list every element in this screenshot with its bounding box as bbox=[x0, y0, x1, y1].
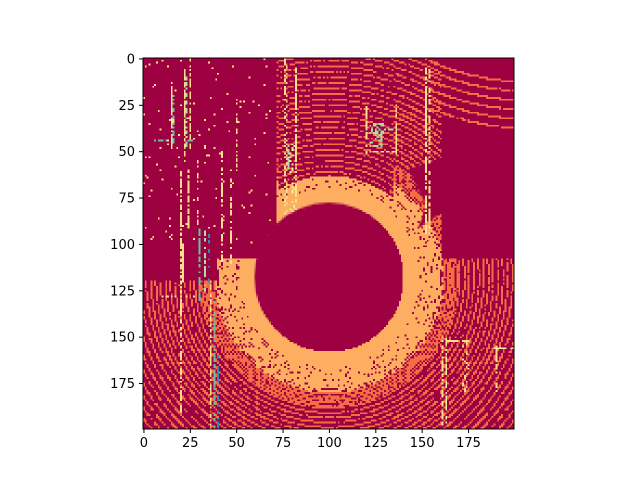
y-tick-label: 0 bbox=[127, 52, 135, 67]
x-tick-label: 100 bbox=[317, 436, 342, 451]
x-tick-label: 25 bbox=[182, 436, 199, 451]
x-tick-label: 150 bbox=[410, 436, 435, 451]
y-tick-label: 25 bbox=[118, 99, 135, 114]
x-tick-label: 50 bbox=[228, 436, 245, 451]
x-tick-label: 75 bbox=[275, 436, 292, 451]
heatmap-image bbox=[143, 58, 514, 429]
plot-area bbox=[142, 57, 515, 430]
y-tick-label: 100 bbox=[110, 238, 135, 253]
y-tick-label: 125 bbox=[110, 284, 135, 299]
y-tick-label: 150 bbox=[110, 331, 135, 346]
x-axis: 0 25 50 75 100 125 150 175 bbox=[140, 429, 481, 451]
x-tick-label: 125 bbox=[363, 436, 388, 451]
x-tick-label: 0 bbox=[140, 436, 148, 451]
y-axis: 0 25 50 75 100 125 150 175 bbox=[110, 52, 143, 392]
plot-frame bbox=[142, 57, 515, 430]
y-tick-label: 175 bbox=[110, 377, 135, 392]
y-tick-label: 50 bbox=[118, 145, 135, 160]
y-tick-label: 75 bbox=[118, 192, 135, 207]
x-tick-label: 175 bbox=[456, 436, 481, 451]
